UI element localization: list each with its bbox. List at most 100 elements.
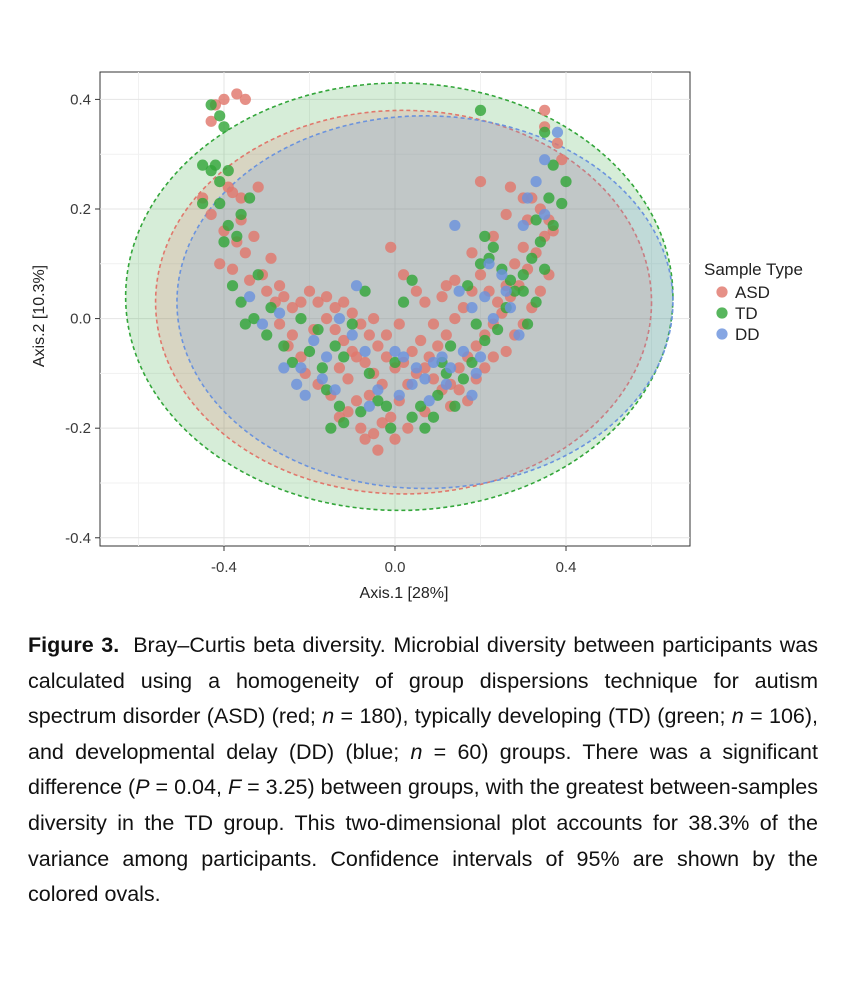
- y-tick-label: 0.0: [70, 311, 91, 328]
- point-td: [543, 192, 555, 204]
- point-td: [397, 296, 410, 308]
- point-asd: [376, 417, 388, 429]
- point-td: [479, 334, 491, 347]
- caption-text: Bray–Curtis beta diversity. Microbial di…: [28, 633, 818, 907]
- point-asd: [214, 258, 226, 270]
- axes: -0.4 0.0 0.4 0.4 0.2 0.0 -0.2 -0.4: [65, 91, 576, 576]
- point-td: [235, 296, 247, 308]
- point-dd: [513, 329, 525, 341]
- point-td: [470, 318, 482, 330]
- point-asd: [436, 291, 448, 303]
- point-td: [474, 258, 487, 270]
- figure-label: Figure 3.: [28, 633, 120, 657]
- point-dd: [496, 269, 508, 281]
- point-td: [449, 400, 461, 412]
- point-td: [295, 312, 307, 325]
- point-td: [214, 175, 226, 188]
- point-asd: [329, 302, 341, 314]
- point-asd: [205, 115, 217, 127]
- point-dd: [466, 389, 478, 401]
- point-td: [252, 269, 264, 281]
- point-td: [509, 285, 521, 297]
- point-asd: [466, 247, 478, 259]
- point-asd: [338, 334, 350, 347]
- point-td: [286, 356, 298, 369]
- point-asd: [350, 395, 363, 407]
- point-td: [197, 197, 209, 210]
- point-asd: [265, 252, 277, 264]
- point-td: [312, 323, 324, 336]
- point-td: [427, 411, 440, 423]
- point-td: [222, 219, 234, 232]
- point-td: [419, 422, 431, 434]
- point-asd: [487, 351, 499, 363]
- point-asd: [342, 406, 354, 418]
- point-asd: [359, 356, 371, 369]
- legend-label-dd: DD: [735, 325, 760, 344]
- point-asd: [427, 318, 440, 330]
- point-dd: [359, 345, 371, 358]
- point-asd: [410, 285, 422, 297]
- point-td: [517, 285, 529, 297]
- point-dd: [479, 291, 491, 303]
- point-dd: [320, 351, 333, 363]
- point-td: [517, 269, 529, 281]
- point-td: [231, 230, 243, 242]
- point-asd: [239, 93, 251, 105]
- point-td: [239, 318, 251, 330]
- x-tick-label: 0.4: [556, 559, 577, 576]
- point-asd: [363, 389, 375, 401]
- point-dd: [436, 351, 448, 363]
- point-dd: [291, 378, 303, 390]
- point-td: [265, 302, 277, 314]
- point-asd: [261, 285, 273, 297]
- point-dd: [299, 389, 311, 401]
- legend-key-td: [716, 307, 728, 319]
- point-asd: [303, 285, 316, 297]
- point-dd: [363, 400, 375, 412]
- point-td: [406, 274, 418, 286]
- point-td: [547, 219, 559, 232]
- point-td: [197, 159, 209, 171]
- point-td: [530, 214, 542, 226]
- point-dd: [539, 208, 551, 221]
- legend: Sample Type ASD TD DD: [704, 260, 803, 344]
- figure-caption: Figure 3. Bray–Curtis beta diversity. Mic…: [28, 628, 818, 913]
- point-asd: [355, 318, 367, 330]
- point-td: [325, 422, 337, 434]
- point-dd: [389, 345, 401, 358]
- point-td: [320, 384, 333, 396]
- point-asd: [432, 340, 444, 352]
- point-dd: [453, 285, 465, 297]
- point-dd: [487, 312, 499, 325]
- point-td: [487, 241, 499, 253]
- point-asd: [226, 263, 239, 275]
- point-asd: [235, 192, 247, 204]
- point-asd: [393, 318, 405, 330]
- point-asd: [449, 274, 461, 286]
- point-asd: [415, 334, 427, 347]
- point-asd: [346, 307, 358, 319]
- point-asd: [449, 312, 461, 325]
- point-asd: [453, 362, 465, 374]
- point-dd: [444, 362, 457, 374]
- point-td: [303, 345, 316, 358]
- point-dd: [244, 291, 256, 303]
- point-asd: [474, 269, 487, 281]
- point-td: [214, 197, 226, 210]
- point-td: [278, 340, 290, 352]
- point-asd: [419, 362, 431, 374]
- point-asd: [500, 208, 512, 221]
- point-asd: [440, 280, 452, 292]
- point-td: [218, 121, 230, 133]
- point-td: [316, 362, 328, 374]
- point-td: [329, 340, 341, 352]
- point-td: [492, 323, 504, 336]
- x-tick-label: -0.4: [211, 559, 237, 576]
- point-asd: [252, 181, 264, 193]
- point-dd: [521, 192, 534, 204]
- point-dd: [316, 373, 328, 385]
- y-tick-label: -0.2: [65, 420, 91, 437]
- point-dd: [483, 258, 495, 270]
- point-asd: [453, 384, 465, 396]
